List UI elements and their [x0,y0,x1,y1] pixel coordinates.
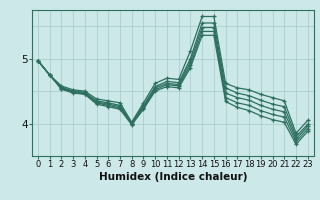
X-axis label: Humidex (Indice chaleur): Humidex (Indice chaleur) [99,172,247,182]
